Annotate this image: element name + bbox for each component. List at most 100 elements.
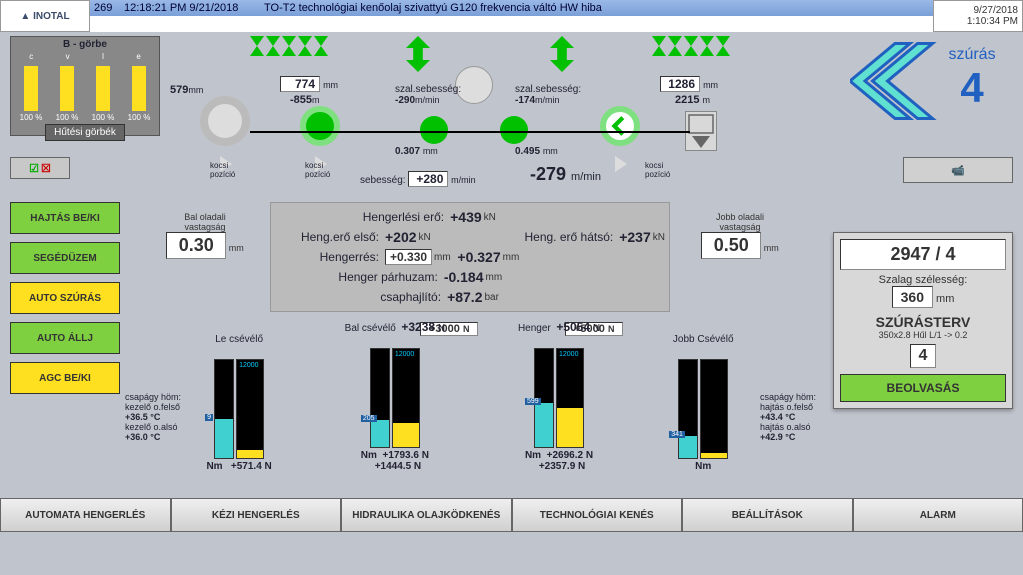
gauge-val: +571.4 [231, 461, 262, 472]
unit-mmin: m/min [571, 171, 601, 183]
gauge-marker: 599 [525, 398, 541, 405]
bgorbe-bar-3 [96, 66, 110, 111]
tab-alarm[interactable]: ALARM [853, 498, 1023, 532]
bgorbe-col-l: l [102, 52, 104, 61]
valve-icon [266, 36, 280, 56]
csap-hom-lbl: csapágy höm: [125, 392, 181, 402]
unit-mm: mm [188, 85, 203, 95]
camera-icon: 📹 [951, 164, 965, 177]
unit-nm: Nm [525, 450, 541, 461]
alarm-id: 269 [94, 2, 124, 14]
gauge-bar: 599 [534, 348, 554, 448]
bottom-tabs: AUTOMATA HENGERLÉS KÉZI HENGERLÉS HIDRAU… [0, 498, 1023, 532]
gauge-v1: +1793.6 [382, 450, 418, 461]
szel-val: 360 [892, 286, 933, 308]
unit-nm: Nm [695, 461, 711, 472]
data-panel: Hengerlési erő:+439kN Heng.erő első:+202… [270, 202, 670, 312]
valve-group-left [250, 36, 328, 72]
confirm-cancel-button[interactable]: ☑ ☒ [10, 157, 70, 179]
szurasterv-sub: 350x2.8 Hűl L/1 -> 0.2 [840, 330, 1006, 340]
valve-icon [668, 36, 682, 56]
unit-mmin: m/min [415, 95, 440, 105]
gauge-marker: 341 [669, 431, 685, 438]
szurasterv-num: 4 [910, 344, 937, 368]
right-panel: szúrás 4 [833, 36, 1013, 121]
unit-mm: mm [486, 272, 503, 283]
right-inner-reel-icon [600, 106, 640, 146]
kez-felso-lbl: kezelő o.felső [125, 402, 180, 412]
beolvasas-button[interactable]: BEOLVASÁS [840, 374, 1006, 402]
bgorbe-bars [13, 61, 157, 111]
play-icon[interactable] [615, 156, 627, 172]
gauge-marker: 205 [361, 415, 377, 422]
bgorbe-pct-1: 100 % [20, 113, 43, 122]
up-down-arrow-icon [404, 36, 432, 72]
szal-seb-r-lbl: szal.sebesség: [515, 84, 581, 95]
alarm-bar[interactable]: 269 12:18:21 PM 9/21/2018 TO-T2 technoló… [90, 0, 933, 16]
szal-seb-l: -290 [395, 95, 415, 106]
valve-icon [700, 36, 714, 56]
gauge-bar [700, 359, 728, 459]
main: B - görbe c v l e 100 % 100 % 100 % 100 … [0, 32, 1023, 532]
info-counter: 2947 / 4 [840, 239, 1006, 270]
unit-mm: mm [764, 243, 779, 253]
agc-button[interactable]: AGC BE/KI [10, 362, 120, 394]
bgorbe-col-c: c [29, 52, 33, 61]
left-thickness: Bal oladali vastagság 0.30 mm [165, 212, 245, 259]
unit-mm: mm [323, 80, 338, 90]
unit-mm: mm [936, 293, 954, 305]
szuras-label: szúrás [948, 46, 995, 64]
header-clock: 9/27/2018 1:10:34 PM [933, 0, 1023, 32]
hajtas-button[interactable]: HAJTÁS BE/KI [10, 202, 120, 234]
header-blank [90, 16, 933, 32]
valve-icon [282, 36, 296, 56]
temp-right: csapágy höm: hajtás o.felső +43.4 °C haj… [760, 392, 816, 442]
hutesi-gorbek-button[interactable]: Hűtési görbék [45, 124, 125, 141]
bgorbe-title: B - görbe [13, 39, 157, 50]
auto-szuras-button[interactable]: AUTO SZÚRÁS [10, 282, 120, 314]
szurasterv-title: SZÚRÁSTERV [840, 314, 1006, 330]
back-chevron-icon[interactable] [850, 36, 940, 121]
right-thickness-val: 0.50 [701, 232, 761, 259]
parhuzam-lbl: Henger párhuzam: [275, 270, 444, 284]
tab-kezi-hengerles[interactable]: KÉZI HENGERLÉS [171, 498, 342, 532]
unit-kn: kN [653, 232, 665, 243]
bgorbe-col-e: e [136, 52, 140, 61]
camera-button[interactable]: 📹 [903, 157, 1013, 183]
header-date: 9/27/2018 [974, 5, 1019, 16]
segeduzem-button[interactable]: SEGÉDÜZEM [10, 242, 120, 274]
auto-allj-button[interactable]: AUTO ÁLLJ [10, 322, 120, 354]
heng-ero-val: +439 [450, 209, 482, 225]
unit-mmin: m/min [451, 175, 476, 185]
bgorbe-bar-2 [60, 66, 74, 111]
tab-beallitasok[interactable]: BEÁLLÍTÁSOK [682, 498, 853, 532]
gauge-bar: 9 [214, 359, 234, 459]
csap-val: +87.2 [447, 289, 482, 305]
work-roll-left-icon [420, 116, 448, 144]
tab-technologiai-kenes[interactable]: TECHNOLÓGIAI KENÉS [512, 498, 683, 532]
unit-nm: Nm [361, 450, 377, 461]
unit-mm: mm [434, 252, 451, 263]
szal-seb-l-lbl: szal.sebesség: [395, 84, 461, 95]
gauge-bar: 12000 [236, 359, 264, 459]
heng-hatso-val: +237 [619, 229, 651, 245]
unit-mm: mm [423, 146, 438, 156]
unit-mmin: m/min [535, 95, 560, 105]
pos-right-val: 2215 [675, 94, 699, 106]
parhuzam-val: -0.184 [444, 269, 484, 285]
pos-left-val: 579 [170, 84, 188, 96]
szuras-number: 4 [948, 64, 995, 112]
gauge-bar: 341 [678, 359, 698, 459]
szel-lbl: Szalag szélesség: [840, 274, 1006, 286]
pos-mid-val: -855 [290, 94, 312, 106]
haj-felso-lbl: hajtás o.felső [760, 402, 813, 412]
hengerres-lbl: Hengerrés: [275, 250, 385, 264]
tab-automata-hengerles[interactable]: AUTOMATA HENGERLÉS [0, 498, 171, 532]
right-thickness: Jobb oladali vastagság 0.50 mm [700, 212, 780, 259]
tab-hidraulika[interactable]: HIDRAULIKA OLAJKÖDKENÉS [341, 498, 512, 532]
gap-l: 0.307 [395, 146, 420, 157]
unit-mm: mm [229, 243, 244, 253]
info-box: 2947 / 4 Szalag szélesség: 360 mm SZÚRÁS… [833, 232, 1013, 409]
gauge-bar: 205 [370, 348, 390, 448]
gauge-bal-csevelo: Bal csévélő +3238 N 205 12000 Nm +1793.6… [345, 320, 445, 472]
